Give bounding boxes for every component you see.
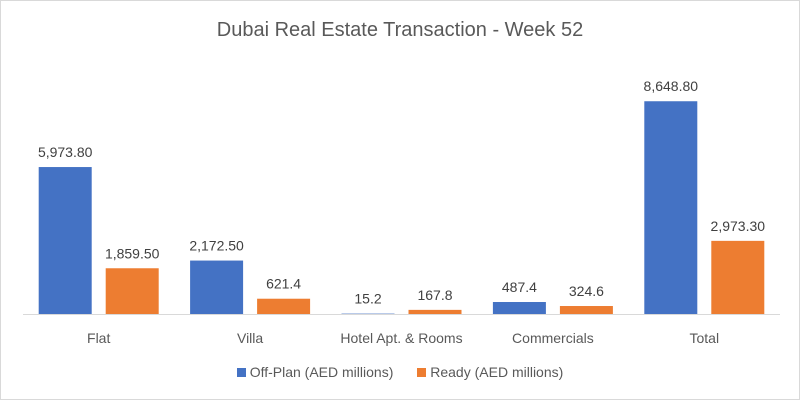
data-label: 487.4: [502, 279, 537, 295]
category-label: Flat: [87, 330, 110, 346]
legend-item-off-plan: Off-Plan (AED millions): [236, 364, 394, 380]
bar-off-plan: [644, 101, 698, 314]
data-label: 167.8: [417, 287, 452, 303]
data-label: 2,973.30: [711, 218, 766, 234]
legend-swatch-off-plan: [236, 368, 246, 377]
data-label: 15.2: [354, 291, 381, 307]
data-label: 8,648.80: [644, 78, 699, 94]
category-label: Hotel Apt. & Rooms: [340, 330, 462, 346]
bar-off-plan: [492, 302, 546, 314]
category-label: Villa: [237, 330, 263, 346]
data-label: 1,859.50: [105, 245, 160, 261]
bar-ready: [105, 268, 159, 314]
data-label: 324.6: [569, 283, 604, 299]
bar-off-plan: [190, 260, 244, 314]
legend: Off-Plan (AED millions) Ready (AED milli…: [1, 364, 799, 380]
chart-title: Dubai Real Estate Transaction - Week 52: [216, 19, 584, 41]
category-label: Commercials: [512, 330, 594, 346]
bar-ready: [257, 298, 311, 314]
bar-ready: [711, 240, 765, 314]
bar-ready: [559, 306, 613, 314]
data-label: 2,172.50: [189, 238, 244, 254]
legend-swatch-ready: [417, 368, 427, 377]
data-label: 621.4: [266, 276, 301, 292]
legend-label-off-plan: Off-Plan (AED millions): [249, 364, 394, 380]
data-label: 5,973.80: [38, 144, 93, 160]
legend-label-ready: Ready (AED millions): [430, 364, 564, 380]
bar-off-plan: [38, 167, 92, 314]
category-label: Total: [690, 330, 720, 346]
bar-ready: [408, 309, 462, 314]
legend-item-ready: Ready (AED millions): [417, 364, 563, 380]
